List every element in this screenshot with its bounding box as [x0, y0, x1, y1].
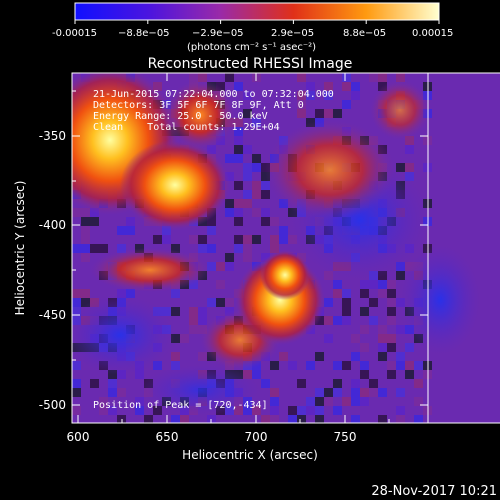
y-tick-label: -350: [39, 129, 66, 143]
y-tick-label: -450: [39, 308, 66, 322]
x-tick-label: 750: [334, 430, 357, 444]
colorbar-tick-label: 0.00015: [412, 28, 453, 39]
rhessi-image: [72, 73, 500, 423]
colorbar-tick-label: −2.9e−05: [192, 28, 244, 39]
info-line-clean: Clean Total counts: 1.29E+04: [93, 122, 280, 133]
x-axis-label: Heliocentric X (arcsec): [182, 448, 318, 462]
colorbar-unit-label: (photons cm⁻² s⁻¹ asec⁻²): [187, 42, 316, 53]
x-axis: [77, 73, 390, 423]
x-tick-label: 650: [156, 430, 179, 444]
info-line-detectors: Detectors: 3F 5F 6F 7F 8F 9F, Att 0: [93, 100, 304, 111]
y-axis: [72, 90, 428, 406]
colorbar-ticks: [74, 20, 440, 24]
x-tick-label: 600: [67, 430, 90, 444]
peak-position-label: Position of Peak = [720,-434]: [93, 400, 268, 411]
y-tick-label: -500: [39, 398, 66, 412]
colorbar-tick-label: 8.8e−05: [343, 28, 386, 39]
colorbar-tick-label: 2.9e−05: [271, 28, 314, 39]
colorbar-tick-label: -0.00015: [52, 28, 97, 39]
info-line-time-range: 21-Jun-2015 07:22:04.000 to 07:32:04.000: [93, 89, 334, 100]
y-tick-label: -400: [39, 218, 66, 232]
colorbar-tick-label: −8.8e−05: [118, 28, 170, 39]
x-tick-label: 700: [245, 430, 268, 444]
colorbar: [74, 2, 440, 21]
y-axis-label: Heliocentric Y (arcsec): [13, 181, 27, 316]
footer-timestamp: 28-Nov-2017 10:21: [371, 484, 497, 499]
info-line-energy: Energy Range: 25.0 - 50.0 keV: [93, 111, 268, 122]
plot-title: Reconstructed RHESSI Image: [148, 56, 353, 72]
